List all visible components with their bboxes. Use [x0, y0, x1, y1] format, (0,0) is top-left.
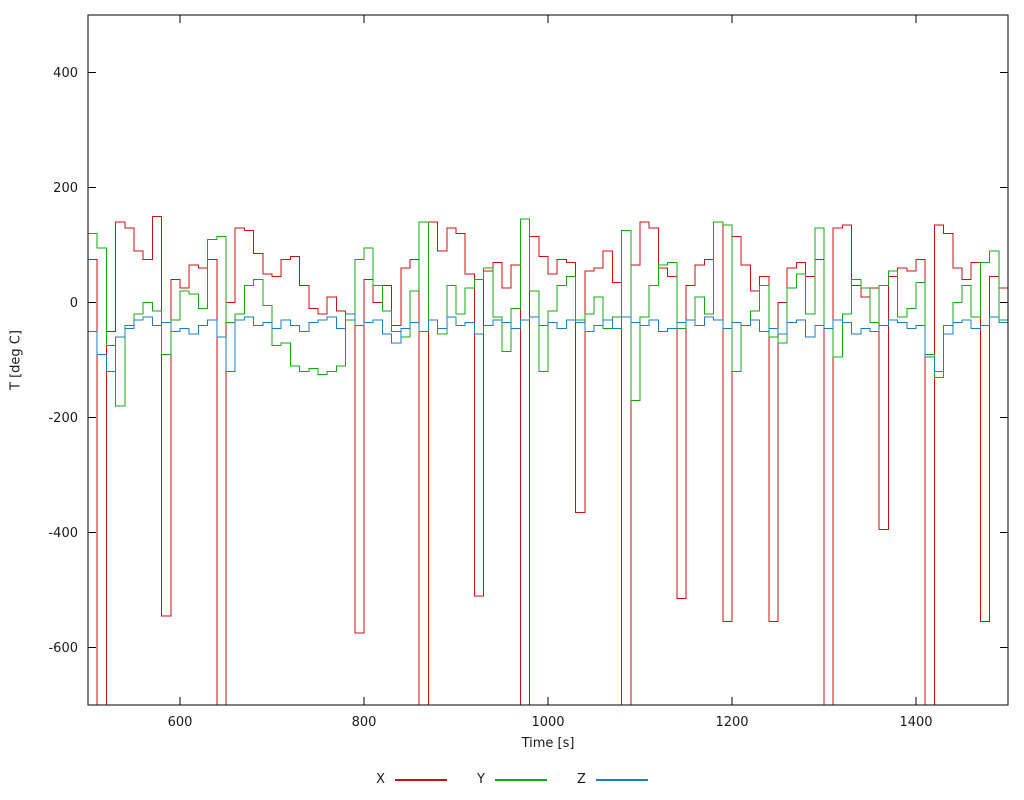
series-line-z: [88, 313, 1008, 372]
legend-item-y: Y: [477, 772, 547, 787]
series-group: [88, 215, 1008, 705]
legend-line-swatch: [494, 778, 547, 781]
legend-label: Y: [477, 772, 485, 787]
x-axis-label: Time [s]: [521, 736, 575, 751]
legend-item-z: Z: [577, 772, 648, 787]
legend-line-swatch: [595, 778, 648, 781]
series-line-y: [88, 218, 1008, 407]
legend-line-swatch: [395, 778, 448, 781]
tick-labels: 600 800 1000 1200 1400 -600 -400 -200 0 200 400: [48, 66, 932, 730]
svg-text:1400: 1400: [899, 715, 932, 730]
svg-text:0: 0: [70, 296, 78, 311]
series-line-x: [88, 215, 1008, 705]
svg-text:-600: -600: [48, 641, 78, 656]
svg-text:200: 200: [53, 181, 78, 196]
legend: X Y Z: [0, 772, 1024, 787]
tick-marks: [88, 15, 1008, 705]
svg-text:400: 400: [53, 66, 78, 81]
y-axis-label: T [deg C]: [8, 330, 24, 390]
legend-label: X: [376, 772, 386, 787]
svg-text:1000: 1000: [531, 715, 564, 730]
svg-text:-200: -200: [48, 411, 78, 426]
svg-text:800: 800: [352, 715, 377, 730]
svg-text:1200: 1200: [715, 715, 748, 730]
svg-text:-400: -400: [48, 526, 78, 541]
legend-item-x: X: [376, 772, 448, 787]
legend-label: Z: [576, 772, 586, 787]
svg-text:600: 600: [168, 715, 193, 730]
